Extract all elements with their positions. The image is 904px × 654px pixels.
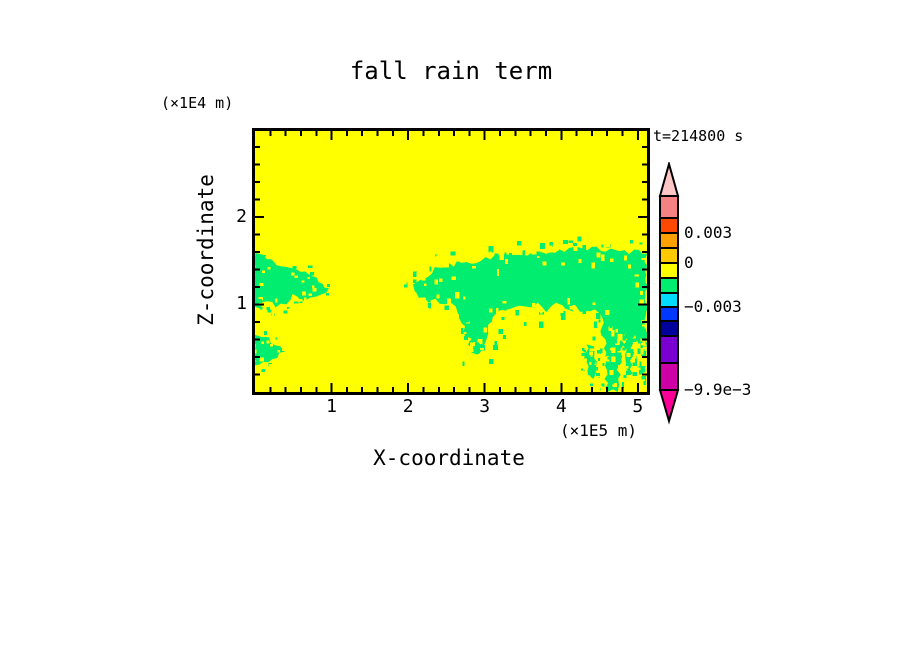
x-axis-title: X-coordinate xyxy=(373,446,525,470)
colorbar-label: −9.9e−3 xyxy=(684,380,752,399)
colorbar-label: 0 xyxy=(684,253,694,272)
x-tick-label: 3 xyxy=(479,396,491,417)
y-tick-label: 2 xyxy=(236,205,247,227)
colorbar-label: 0.003 xyxy=(684,223,733,242)
plot-svg xyxy=(255,131,647,392)
time-label: t=214800 s xyxy=(653,127,744,145)
y-axis-unit-label: (×1E4 m) xyxy=(161,94,234,112)
plot-area xyxy=(252,128,650,395)
x-axis-unit-label: (×1E5 m) xyxy=(560,421,638,440)
x-tick-label: 5 xyxy=(632,396,644,417)
colorbar-label: −0.003 xyxy=(684,297,742,316)
colorbar-svg xyxy=(658,160,680,425)
y-tick-label: 1 xyxy=(236,293,247,315)
colorbar xyxy=(657,160,683,426)
x-tick-label: 1 xyxy=(326,396,337,417)
x-tick-label: 4 xyxy=(555,396,567,417)
chart-title: fall rain term xyxy=(349,57,553,85)
x-tick-label: 2 xyxy=(402,396,414,417)
z-axis-title: Z-coordinate xyxy=(194,174,218,326)
